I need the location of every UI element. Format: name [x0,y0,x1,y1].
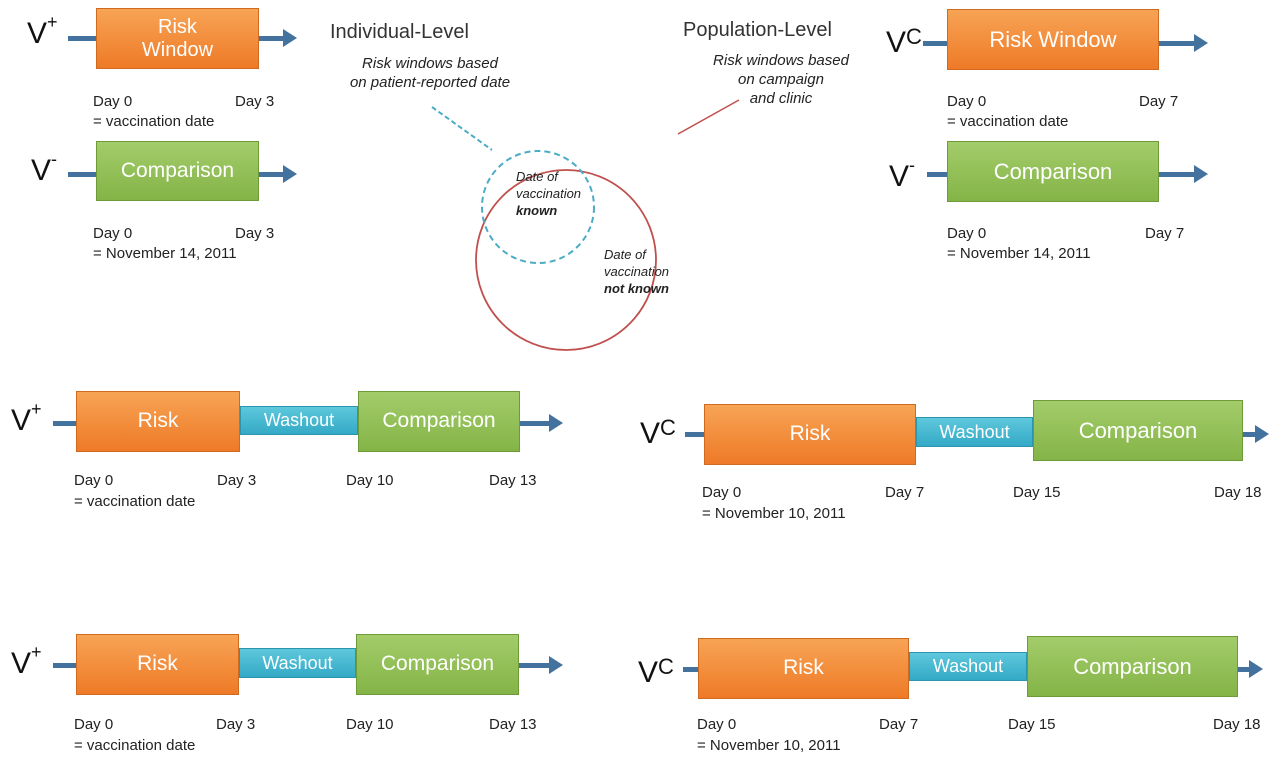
population-circle [475,169,657,351]
risk-box: Risk [76,634,239,695]
day-label: Day 18 [1213,716,1261,733]
day-note: = vaccination date [74,493,196,510]
timeline-arrow-icon [1249,660,1263,678]
day-label: Day 10 [346,716,394,733]
day-label: Day 3 [235,93,275,110]
comparison-box: Comparison [356,634,519,695]
day-label: Day 13 [489,716,537,733]
day-label: Day 0 [74,716,114,733]
known-label: Date of vaccination known [516,169,582,218]
day-note: = vaccination date [947,113,1069,130]
vminus-label: V- [889,155,916,193]
washout-box: Washout [240,406,358,435]
vc-label: VC [886,24,922,59]
day-label: Day 0 [93,93,133,110]
day-label: Day 0 [702,484,742,501]
timeline-arrow-icon [283,165,297,183]
day-label: Day 3 [216,716,256,733]
population-level-title: Population-Level [683,19,832,41]
day-note: = November 14, 2011 [93,245,237,262]
individual-level-note: Risk windows based on patient-reported d… [349,55,511,91]
day-label: Day 0 [697,716,737,733]
risk-window-box: Risk Window [96,8,259,69]
comparison-box: Comparison [96,141,259,201]
day-label: Day 13 [489,472,537,489]
risk-window-box: Risk Window [947,9,1159,70]
washout-box: Washout [916,417,1033,447]
individual-circle [481,150,595,264]
vplus-label: V+ [11,399,42,437]
risk-box: Risk [76,391,240,452]
population-level-note: Risk windows based on campaign and clini… [713,52,849,107]
day-note: = November 10, 2011 [702,505,846,522]
comparison-box: Comparison [1033,400,1243,461]
risk-box: Risk [704,404,916,465]
day-note: = vaccination date [93,113,215,130]
timeline-arrow-icon [1194,34,1208,52]
day-label: Day 7 [879,716,919,733]
day-note: = vaccination date [74,737,196,754]
timeline-arrow-icon [549,656,563,674]
day-label: Day 0 [947,225,987,242]
timeline-arrow-icon [283,29,297,47]
comparison-box: Comparison [1027,636,1238,697]
population-pointer-line [677,99,740,135]
washout-box: Washout [909,652,1027,681]
individual-pointer-line [431,106,493,151]
individual-level-title: Individual-Level [330,21,469,43]
vplus-label: V+ [27,12,58,50]
timeline-arrow-icon [1194,165,1208,183]
day-label: Day 18 [1214,484,1262,501]
day-label: Day 15 [1013,484,1061,501]
vc-label: VC [640,415,676,450]
day-label: Day 0 [947,93,987,110]
day-label: Day 0 [74,472,114,489]
timeline-arrow-icon [1255,425,1269,443]
day-note: = November 10, 2011 [697,737,841,754]
day-note: = November 14, 2011 [947,245,1091,262]
day-label: Day 0 [93,225,133,242]
day-label: Day 7 [885,484,925,501]
vminus-label: V- [31,149,58,187]
timeline-arrow-icon [549,414,563,432]
risk-box: Risk [698,638,909,699]
day-label: Day 7 [1145,225,1185,242]
vplus-label: V+ [11,642,42,680]
vc-label: VC [638,654,674,689]
day-label: Day 10 [346,472,394,489]
day-label: Day 7 [1139,93,1179,110]
washout-box: Washout [239,648,356,678]
day-label: Day 3 [217,472,257,489]
comparison-box: Comparison [947,141,1159,202]
day-label: Day 15 [1008,716,1056,733]
comparison-box: Comparison [358,391,520,452]
not-known-label: Date of vaccination not known [604,247,670,296]
day-label: Day 3 [235,225,275,242]
